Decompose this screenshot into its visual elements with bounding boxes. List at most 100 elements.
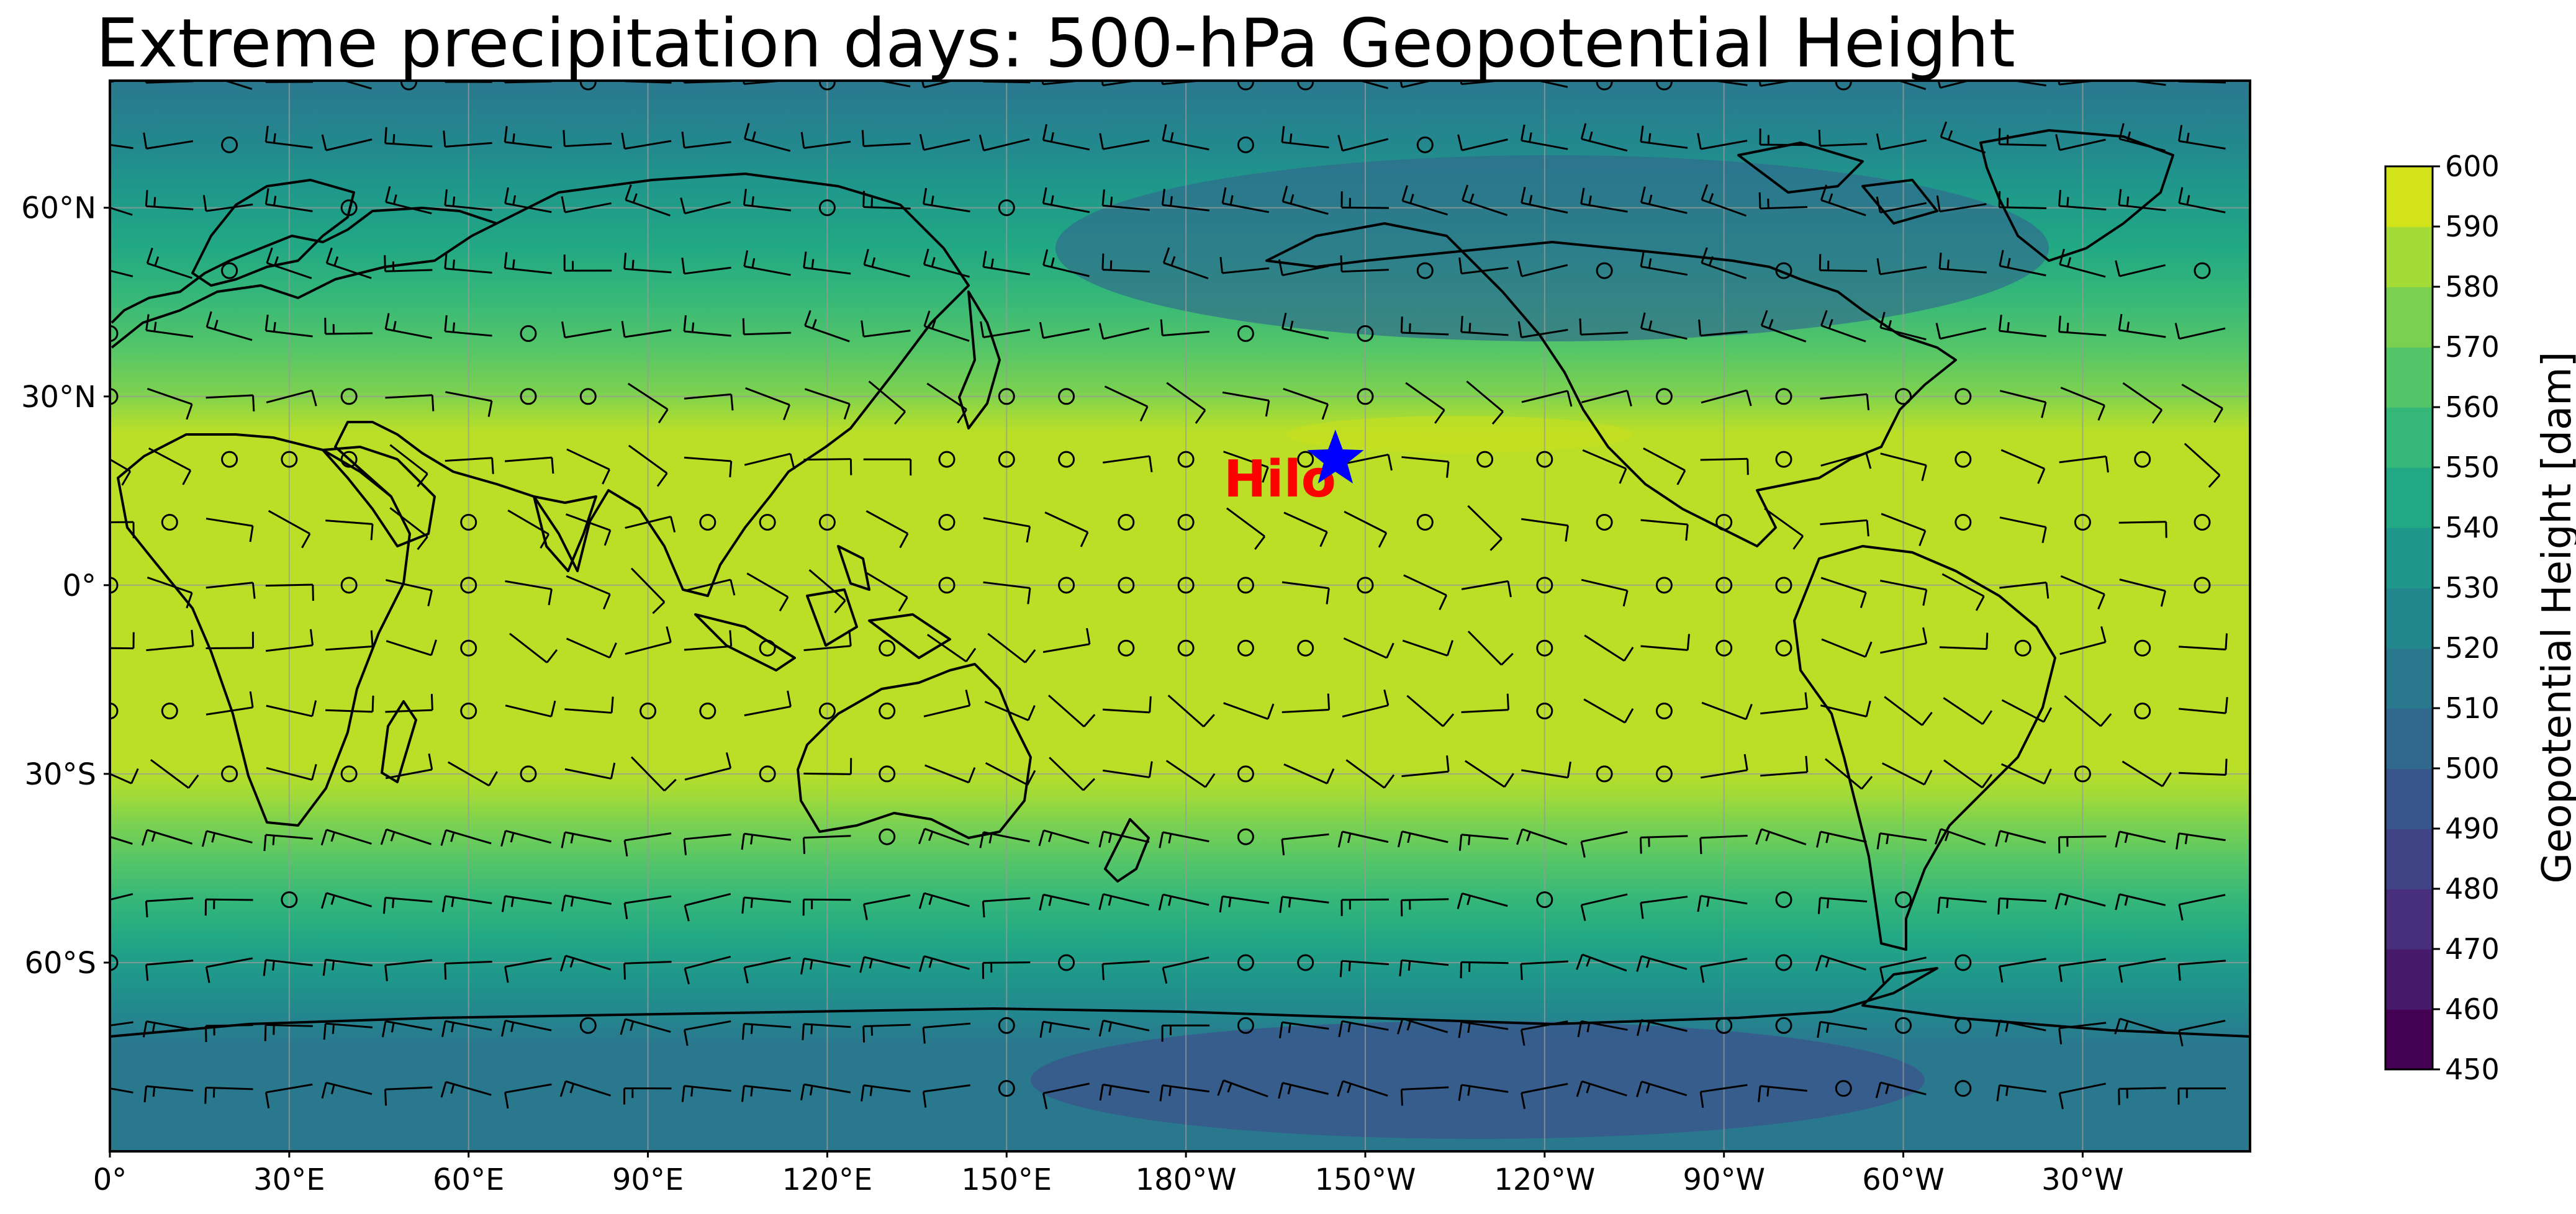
wind-barb [1577,1020,1628,1038]
lon-tick-label: 90°E [612,1162,684,1197]
calm-circle [1715,513,1733,531]
calm-circle [1775,388,1792,405]
wind-barb [1879,580,1928,606]
wind-barb [384,959,433,982]
wind-barb [1758,81,1797,87]
coastline-greenland [1979,129,2174,262]
calm-circle [1357,325,1374,342]
wind-barb [800,1083,851,1101]
calm-circle [110,325,119,342]
calm-circle [1955,513,1972,531]
lat-tick-label: 0° [62,569,96,603]
wind-barb [741,1022,792,1040]
wind-barb [865,510,909,549]
colorbar-swatch [2385,166,2433,227]
lon-tick-label: 180°W [1136,1162,1237,1197]
wind-barb [1708,81,1748,86]
wind-barb [500,830,552,847]
wind-barb [802,835,851,854]
calm-circle [759,513,776,531]
wind-barb [1458,834,1509,851]
wind-barb [2177,125,2226,150]
wind-barb [1580,187,1628,213]
wind-barb [1521,390,1573,407]
colorbar-tick-label: 580 [2445,270,2500,304]
wind-barb [1278,1082,1329,1099]
wind-barb [206,394,255,411]
calm-circle [221,136,238,153]
colorbar-swatch [2385,949,2433,1010]
wind-barb [389,444,428,487]
wind-barb [803,251,851,275]
wind-barb [1098,1019,1150,1037]
wind-barb [684,752,732,781]
wind-barb [1338,1020,1389,1038]
wind-barb [862,894,911,920]
wind-barb [559,1080,611,1097]
wind-barb [1521,1082,1568,1109]
coastline-arabia [322,446,436,547]
wind-barb [744,452,795,470]
calm-circle [1655,388,1673,405]
wind-barb [1701,247,1747,279]
wind-barb [1996,1084,2046,1102]
wind-barb [385,753,433,780]
wind-barb [1758,192,1808,210]
longitude-tick-labels: 0° 30°E 60°E 90°E 120°E 150°E 180°W 150°W 120°W 9… [93,1151,2124,1197]
wind-barb [564,762,616,780]
wind-barb [1458,1084,1509,1101]
colorbar-tick-label: 460 [2445,992,2500,1026]
wind-barb [1639,835,1688,854]
calm-circle [579,388,597,405]
coastline-scandinavia [191,179,355,287]
calm-circle [520,765,537,783]
wind-barb [808,569,846,614]
wind-barb [1583,698,1634,724]
calm-circle [1775,262,1792,279]
wind-barb [504,187,552,214]
wind-barb [1048,695,1096,727]
wind-barb [1701,701,1753,721]
calm-circle [1596,513,1613,531]
wind-barb [2001,699,2053,723]
wind-barb [266,247,312,279]
wind-barb [1460,961,1509,979]
wind-barb [504,252,552,274]
wind-barb [1342,689,1390,718]
calm-circle [1237,954,1254,971]
wind-barb [741,832,791,850]
wind-barb [1943,697,1993,725]
calm-circle [1536,451,1553,468]
calm-circle [1297,954,1314,971]
wind-barb [321,1082,373,1099]
wind-barb [566,448,611,485]
calm-circle [1715,639,1733,657]
wind-barb [1049,757,1096,791]
station-marker: Hilo [1224,429,1364,509]
colorbar-swatch [2385,648,2433,709]
calm-circle [110,577,119,594]
wind-barb [1281,312,1329,339]
wind-barb [683,315,731,337]
wind-barb [1339,960,1389,978]
wind-barb [2058,315,2107,336]
wind-barb [206,311,253,341]
calm-circle [818,199,836,217]
wind-barb [625,184,671,217]
wind-barb [325,695,374,713]
calm-wind-markers [110,81,2211,1097]
calm-circle [1237,639,1254,657]
wind-barb [1165,760,1216,788]
wind-barb [561,894,612,912]
wind-barb [620,1018,671,1035]
wind-barb [2115,893,2166,910]
wind-barb [1226,507,1266,550]
wind-barb [1579,318,1629,336]
wind-barb [1402,639,1454,657]
calm-circle [1596,81,1613,91]
wind-barb [802,1023,851,1040]
wind-barb [268,510,311,549]
calm-circle [1237,136,1254,153]
wind-barb [1815,955,1866,971]
wind-barb [1697,133,1748,150]
